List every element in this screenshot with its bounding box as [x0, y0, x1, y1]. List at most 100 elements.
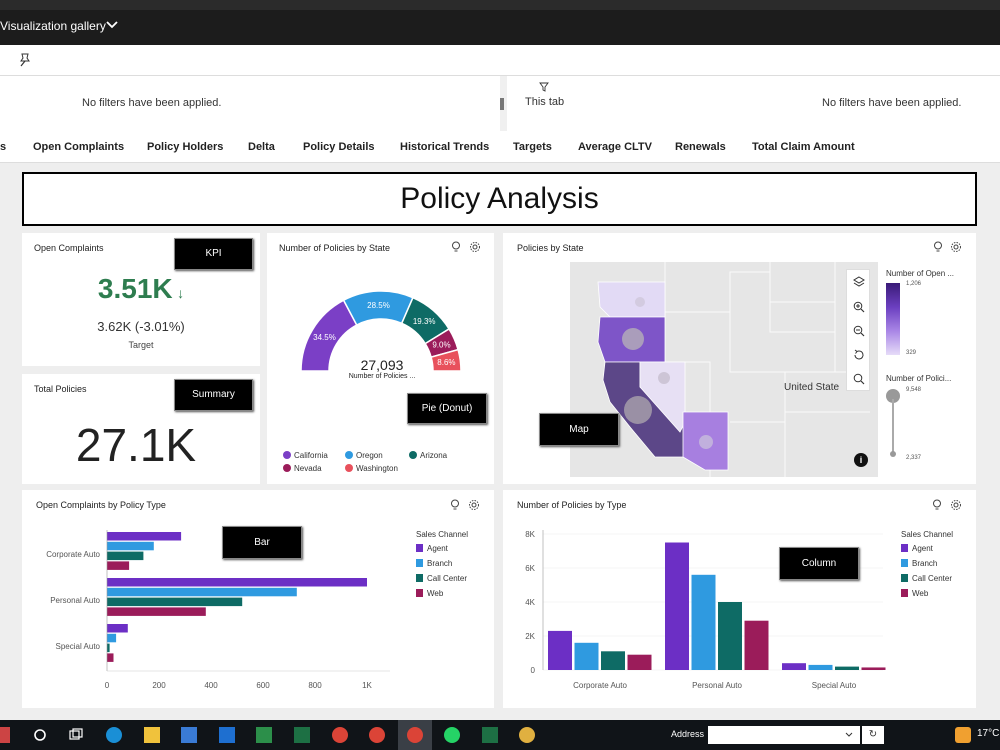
- excel-icon[interactable]: [482, 727, 498, 743]
- chevron-down-icon[interactable]: [105, 18, 119, 32]
- bar-web[interactable]: [107, 607, 206, 616]
- legend-item-call-center[interactable]: Call Center: [416, 574, 467, 583]
- zoom-in-icon[interactable]: [853, 301, 865, 313]
- legend-swatch: [345, 451, 353, 459]
- tab-targets[interactable]: Targets: [513, 141, 552, 153]
- column-branch[interactable]: [691, 574, 716, 670]
- column-web[interactable]: [627, 654, 652, 670]
- bar-web[interactable]: [107, 561, 130, 570]
- tab-policy-holders[interactable]: Policy Holders: [147, 141, 224, 153]
- chrome-icon[interactable]: [332, 727, 348, 743]
- search-icon[interactable]: [853, 373, 865, 385]
- refresh-button[interactable]: ↻: [862, 726, 884, 744]
- bar-call-center[interactable]: [107, 597, 243, 607]
- category-label: Personal Auto: [50, 596, 100, 605]
- tab-delta[interactable]: Delta: [248, 141, 275, 153]
- legend-label: Web: [912, 589, 929, 598]
- task-view-icon[interactable]: [68, 727, 84, 743]
- donut-chart: 34.5% 28.5% 19.3% 9.0% 8.6%: [300, 290, 462, 372]
- settings-icon[interactable]: [950, 499, 962, 511]
- settings-icon[interactable]: [950, 241, 962, 253]
- column-call-center[interactable]: [718, 602, 742, 670]
- settings-icon[interactable]: [468, 499, 480, 511]
- reset-icon[interactable]: [853, 349, 865, 361]
- column-call-center[interactable]: [835, 666, 859, 670]
- bar-chart-card[interactable]: Open Complaints by Policy Type Corporate…: [22, 490, 494, 708]
- bar-agent[interactable]: [107, 532, 182, 541]
- donut-slice-washington[interactable]: [430, 348, 462, 372]
- mail-icon[interactable]: [219, 727, 235, 743]
- address-input[interactable]: [708, 726, 860, 744]
- x-tick-label: 600: [256, 681, 270, 690]
- lightbulb-icon[interactable]: [450, 499, 460, 511]
- tab-policy-details[interactable]: Policy Details: [303, 141, 375, 153]
- zoom-out-icon[interactable]: [853, 325, 865, 337]
- settings-icon[interactable]: [469, 241, 481, 253]
- search-icon[interactable]: [32, 727, 48, 743]
- legend-item-agent[interactable]: Agent: [416, 544, 448, 553]
- us-west-map[interactable]: United State: [570, 262, 878, 477]
- chevron-down-icon[interactable]: [845, 731, 853, 739]
- pie-legend-item-nevada[interactable]: Nevada: [283, 464, 322, 473]
- legend-item-branch[interactable]: Branch: [901, 559, 937, 568]
- filter-panel-all: No filters have been applied.: [0, 76, 500, 131]
- bar-branch[interactable]: [107, 633, 117, 643]
- tab-average-cltv[interactable]: Average CLTV: [578, 141, 652, 153]
- tab-open-complaints[interactable]: Open Complaints: [33, 141, 125, 153]
- pie-legend-item-california[interactable]: California: [283, 451, 328, 460]
- bar-call-center[interactable]: [107, 551, 144, 561]
- tab-historical-trends[interactable]: Historical Trends: [400, 141, 490, 153]
- chrome-icon[interactable]: [369, 727, 385, 743]
- map-card[interactable]: Policies by State: [503, 233, 976, 484]
- pin-icon[interactable]: [18, 53, 32, 67]
- category-label: Corporate Auto: [46, 550, 100, 559]
- filter-icon[interactable]: [539, 82, 549, 92]
- bar-call-center[interactable]: [107, 643, 110, 653]
- kpi-card[interactable]: Open Complaints KPI 3.51K ↓ 3.62K (-3.01…: [22, 233, 260, 366]
- lightbulb-icon[interactable]: [933, 241, 943, 253]
- column-branch[interactable]: [574, 642, 599, 670]
- store-icon[interactable]: [181, 727, 197, 743]
- column-agent[interactable]: [665, 542, 689, 671]
- whatsapp-icon[interactable]: [444, 727, 460, 743]
- app-title[interactable]: Visualization gallery: [0, 19, 106, 33]
- layers-icon[interactable]: [853, 276, 865, 288]
- legend-item-agent[interactable]: Agent: [901, 544, 933, 553]
- bar-web[interactable]: [107, 653, 114, 662]
- legend-item-call-center[interactable]: Call Center: [901, 574, 952, 583]
- legend-item-branch[interactable]: Branch: [416, 559, 452, 568]
- column-web[interactable]: [861, 667, 886, 670]
- tab-total-claim-amount[interactable]: Total Claim Amount: [752, 141, 855, 153]
- edge-browser-icon[interactable]: [106, 727, 122, 743]
- splitter-handle[interactable]: [500, 98, 504, 110]
- pie-card[interactable]: Number of Policies by State 34.5% 28.5% 19…: [267, 233, 494, 484]
- column-web[interactable]: [744, 620, 769, 670]
- column-chart-card[interactable]: Number of Policies by Type 0 2K 4K 6K 8K Corp…: [503, 490, 976, 708]
- pie-legend-item-washington[interactable]: Washington: [345, 464, 398, 473]
- tab-renewals[interactable]: Renewals: [675, 141, 726, 153]
- column-agent[interactable]: [548, 630, 572, 670]
- bar-branch[interactable]: [107, 541, 154, 551]
- summary-card[interactable]: Total Policies Summary 27.1K: [22, 374, 260, 484]
- legend-item-web[interactable]: Web: [416, 589, 443, 598]
- paint-icon[interactable]: [519, 727, 535, 743]
- app-icon[interactable]: [256, 727, 272, 743]
- bar-branch[interactable]: [107, 587, 297, 597]
- pie-legend-item-arizona[interactable]: Arizona: [409, 451, 447, 460]
- bar-agent[interactable]: [107, 578, 367, 587]
- column-branch[interactable]: [808, 664, 833, 670]
- tab-partial[interactable]: s: [0, 141, 7, 153]
- bar-agent[interactable]: [107, 624, 128, 633]
- excel-icon[interactable]: [294, 727, 310, 743]
- pie-legend-item-oregon[interactable]: Oregon: [345, 451, 383, 460]
- lightbulb-icon[interactable]: [451, 241, 461, 253]
- bar-chart: Corporate Auto Personal Auto Special Auto 0…: [46, 530, 390, 690]
- start-partial-icon[interactable]: [0, 727, 10, 743]
- info-icon[interactable]: i: [854, 453, 868, 467]
- column-call-center[interactable]: [601, 651, 625, 670]
- lightbulb-icon[interactable]: [932, 499, 942, 511]
- column-agent[interactable]: [782, 663, 806, 670]
- chrome-icon[interactable]: [407, 727, 423, 743]
- legend-item-web[interactable]: Web: [901, 589, 928, 598]
- file-explorer-icon[interactable]: [144, 727, 160, 743]
